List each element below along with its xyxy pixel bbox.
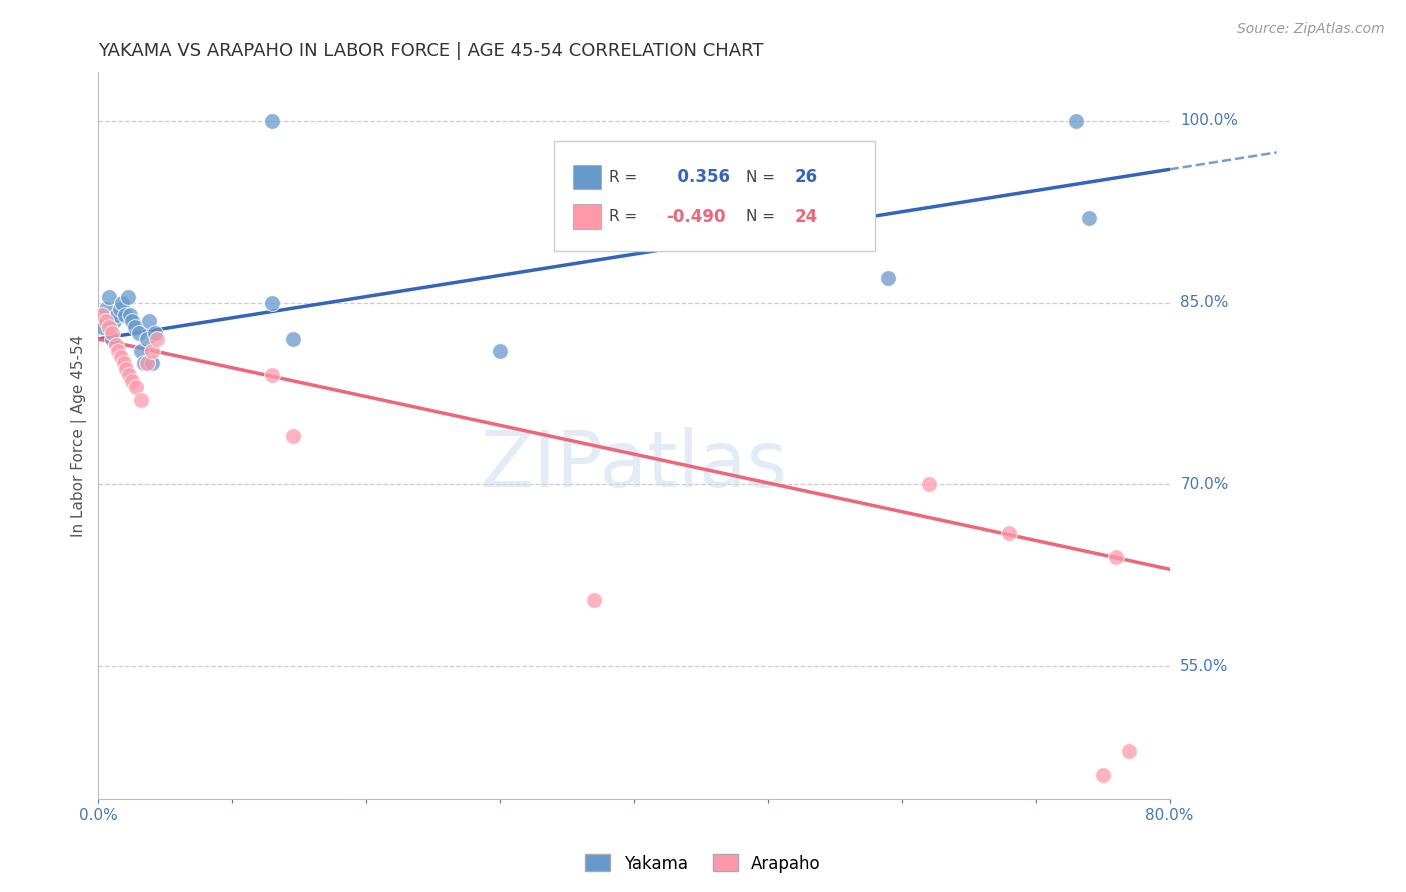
Point bbox=[96, 314, 118, 328]
Point bbox=[143, 326, 166, 340]
Point bbox=[129, 344, 152, 359]
FancyBboxPatch shape bbox=[572, 165, 600, 189]
Point bbox=[1118, 744, 1140, 758]
Point bbox=[582, 592, 605, 607]
Point bbox=[877, 271, 900, 285]
Text: 70.0%: 70.0% bbox=[1180, 477, 1229, 491]
Point bbox=[917, 477, 939, 491]
Point bbox=[91, 319, 114, 334]
Point bbox=[132, 356, 155, 370]
Text: N =: N = bbox=[747, 210, 776, 224]
Point bbox=[117, 290, 139, 304]
Point bbox=[118, 368, 141, 383]
Point bbox=[998, 525, 1021, 540]
Point bbox=[262, 295, 284, 310]
Point bbox=[111, 295, 134, 310]
Legend: Yakama, Arapaho: Yakama, Arapaho bbox=[579, 847, 827, 880]
Text: 85.0%: 85.0% bbox=[1180, 295, 1229, 310]
Point bbox=[489, 344, 512, 359]
Text: 55.0%: 55.0% bbox=[1180, 658, 1229, 673]
Text: 100.0%: 100.0% bbox=[1180, 113, 1239, 128]
Point bbox=[129, 392, 152, 407]
Point bbox=[120, 308, 142, 322]
Point bbox=[1078, 211, 1101, 225]
Point bbox=[112, 356, 135, 370]
Text: N =: N = bbox=[747, 169, 776, 185]
Point bbox=[281, 332, 304, 346]
Text: ZIPatlas: ZIPatlas bbox=[481, 427, 787, 503]
Point bbox=[100, 332, 122, 346]
Text: YAKAMA VS ARAPAHO IN LABOR FORCE | AGE 45-54 CORRELATION CHART: YAKAMA VS ARAPAHO IN LABOR FORCE | AGE 4… bbox=[98, 42, 763, 60]
Point bbox=[96, 301, 118, 316]
Point bbox=[1091, 768, 1114, 782]
Text: Source: ZipAtlas.com: Source: ZipAtlas.com bbox=[1237, 22, 1385, 37]
Point bbox=[115, 362, 138, 376]
Text: 0.356: 0.356 bbox=[666, 168, 730, 186]
Text: R =: R = bbox=[609, 169, 637, 185]
Point bbox=[98, 319, 121, 334]
Point bbox=[262, 368, 284, 383]
Point bbox=[141, 344, 163, 359]
Point bbox=[1105, 550, 1128, 565]
Text: -0.490: -0.490 bbox=[666, 208, 725, 226]
Point bbox=[125, 380, 148, 394]
Point bbox=[105, 308, 128, 322]
Point bbox=[110, 350, 132, 364]
Point bbox=[121, 314, 143, 328]
Point bbox=[103, 314, 125, 328]
Point bbox=[135, 332, 157, 346]
Point bbox=[91, 308, 114, 322]
Point bbox=[138, 314, 160, 328]
Point bbox=[107, 344, 129, 359]
FancyBboxPatch shape bbox=[572, 204, 600, 229]
Point bbox=[262, 114, 284, 128]
Point bbox=[135, 356, 157, 370]
Point bbox=[100, 326, 122, 340]
Point bbox=[104, 338, 127, 352]
Point bbox=[121, 375, 143, 389]
Point bbox=[141, 356, 163, 370]
Y-axis label: In Labor Force | Age 45-54: In Labor Force | Age 45-54 bbox=[72, 334, 87, 537]
Point bbox=[124, 319, 146, 334]
Text: R =: R = bbox=[609, 210, 637, 224]
Point bbox=[114, 308, 136, 322]
Point bbox=[98, 290, 121, 304]
Point bbox=[1064, 114, 1087, 128]
Point bbox=[146, 332, 169, 346]
Text: 24: 24 bbox=[794, 208, 818, 226]
Point bbox=[108, 301, 131, 316]
Text: 26: 26 bbox=[794, 168, 818, 186]
FancyBboxPatch shape bbox=[554, 142, 875, 251]
Point bbox=[128, 326, 150, 340]
Point bbox=[281, 429, 304, 443]
